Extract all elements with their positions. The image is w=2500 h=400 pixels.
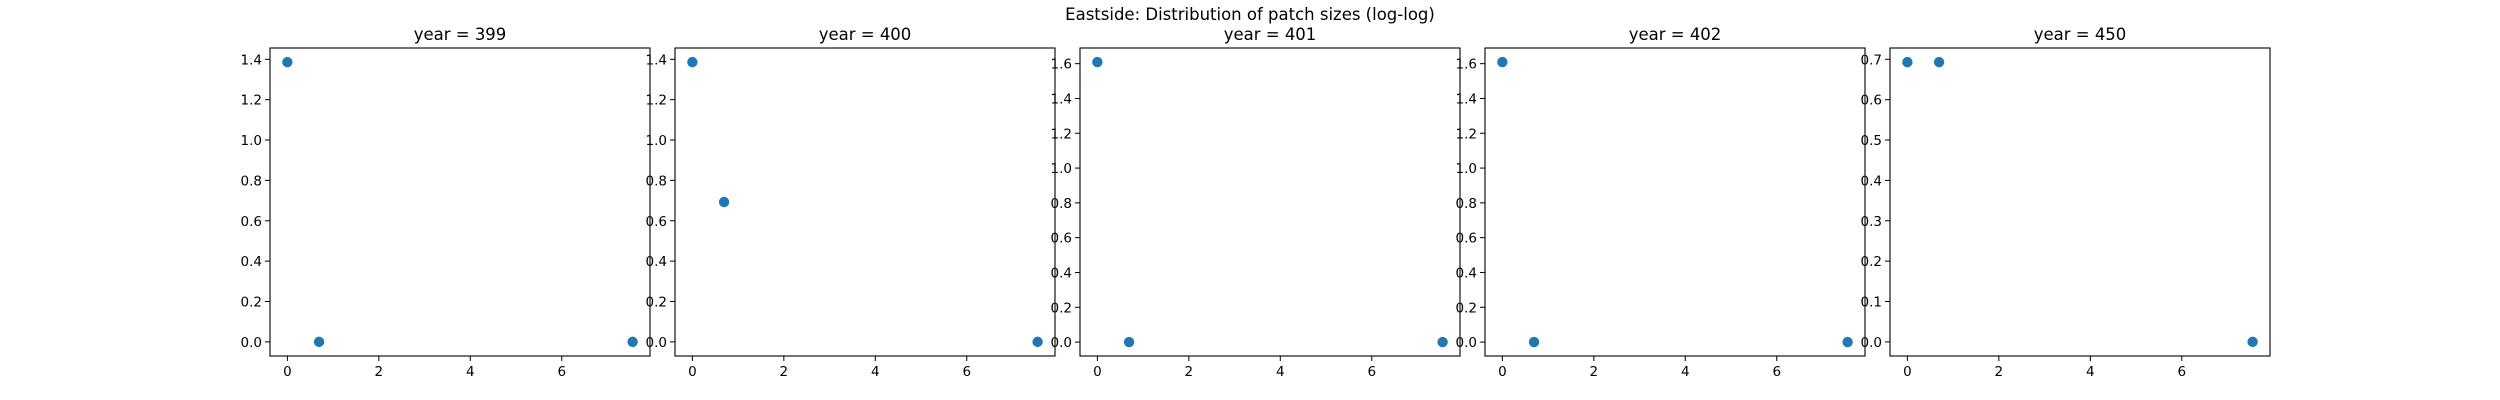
data-point <box>1437 336 1448 348</box>
x-tick-label: 2 <box>780 364 789 380</box>
panel-title: year = 401 <box>1224 25 1317 44</box>
data-point <box>687 56 698 68</box>
y-tick-label: 0.0 <box>1861 335 1882 351</box>
x-tick-label: 6 <box>1367 364 1376 380</box>
y-tick-label: 1.2 <box>1051 126 1072 142</box>
y-tick-label: 0.4 <box>646 254 667 270</box>
y-tick-label: 0.6 <box>1051 231 1072 247</box>
data-point <box>282 56 293 68</box>
panel-title: year = 402 <box>1629 25 1722 44</box>
axes-frame <box>674 47 1056 357</box>
y-tick-label: 1.4 <box>1051 91 1072 107</box>
data-point <box>2247 336 2258 348</box>
y-tick-label: 0.6 <box>1456 231 1477 247</box>
y-tick-label: 1.2 <box>241 93 262 109</box>
x-tick-label: 0 <box>688 364 697 380</box>
axes-frame <box>1484 47 1866 357</box>
y-tick-label: 0.4 <box>1861 173 1882 189</box>
x-tick-label: 4 <box>1681 364 1690 380</box>
y-tick-label: 0.2 <box>1051 300 1072 316</box>
panel-4: year = 402 0 2 4 6 0.0 0.2 0.4 0.6 0.8 1.0 1.2 1.4 1.… <box>1456 25 1866 380</box>
x-tick-label: 4 <box>1276 364 1285 380</box>
x-tick-label: 2 <box>1995 364 2004 380</box>
y-tick-label: 0.6 <box>241 214 262 230</box>
y-tick-label: 1.0 <box>1456 161 1477 177</box>
y-tick-label: 0.2 <box>1456 300 1477 316</box>
y-tick-label: 0.7 <box>1861 52 1882 68</box>
y-tick-label: 0.0 <box>1051 335 1072 351</box>
y-tick-label: 0.8 <box>646 173 667 189</box>
panel-5: year = 450 0 2 4 6 0.0 0.1 0.2 0.3 0.4 0.5 0.6 0.7 <box>1861 25 2271 380</box>
x-tick-label: 6 <box>1772 364 1781 380</box>
x-tick-label: 0 <box>1093 364 1102 380</box>
y-tick-label: 1.6 <box>1456 57 1477 73</box>
x-tick-label: 4 <box>2086 364 2095 380</box>
y-tick-label: 0.8 <box>1051 196 1072 212</box>
x-tick-label: 4 <box>466 364 475 380</box>
data-point <box>1032 336 1043 348</box>
y-tick-label: 0.1 <box>1861 295 1882 311</box>
y-tick-label: 0.2 <box>1861 254 1882 270</box>
y-tick-label: 1.6 <box>1051 57 1072 73</box>
data-point <box>313 336 325 348</box>
y-tick-label: 0.6 <box>646 214 667 230</box>
y-tick-label: 1.4 <box>1456 91 1477 107</box>
panel-title: year = 399 <box>414 25 507 44</box>
x-tick-label: 6 <box>2177 364 2186 380</box>
data-point <box>1842 336 1853 348</box>
x-tick-label: 4 <box>871 364 880 380</box>
axes-frame <box>1889 47 2271 357</box>
y-tick-label: 0.2 <box>646 295 667 311</box>
y-tick-label: 0.8 <box>1456 196 1477 212</box>
x-tick-label: 6 <box>962 364 971 380</box>
data-point <box>1092 56 1103 68</box>
y-tick-label: 1.0 <box>1051 161 1072 177</box>
y-tick-label: 1.2 <box>646 93 667 109</box>
panel-2: year = 400 0 2 4 6 0.0 0.2 0.4 0.6 0.8 1.0 1.2 1.4 <box>646 25 1056 380</box>
x-tick-label: 0 <box>283 364 292 380</box>
x-tick-label: 2 <box>1185 364 1194 380</box>
data-point <box>718 196 730 208</box>
x-tick-label: 6 <box>557 364 566 380</box>
panel-title: year = 450 <box>2034 25 2127 44</box>
y-tick-label: 0.3 <box>1861 214 1882 230</box>
y-tick-label: 0.0 <box>1456 335 1477 351</box>
data-point <box>1528 336 1540 348</box>
y-tick-label: 0.2 <box>241 295 262 311</box>
data-point <box>1497 56 1508 68</box>
figure-suptitle: Eastside: Distribution of patch sizes (l… <box>1065 5 1435 24</box>
y-tick-label: 0.5 <box>1861 133 1882 149</box>
data-point <box>1933 56 1945 68</box>
data-point <box>1123 336 1135 348</box>
panel-3: year = 401 0 2 4 6 0.0 0.2 0.4 0.6 0.8 1.0 1.2 1.4 1.… <box>1051 25 1461 380</box>
x-tick-label: 0 <box>1498 364 1507 380</box>
y-tick-label: 0.8 <box>241 173 262 189</box>
axes-frame <box>269 47 651 357</box>
y-tick-label: 0.4 <box>241 254 262 270</box>
y-tick-label: 1.0 <box>646 133 667 149</box>
y-tick-label: 0.0 <box>241 335 262 351</box>
y-tick-label: 0.4 <box>1456 265 1477 281</box>
data-point <box>627 336 638 348</box>
x-tick-label: 2 <box>1590 364 1599 380</box>
y-tick-label: 1.4 <box>646 52 667 68</box>
panel-title: year = 400 <box>819 25 912 44</box>
x-tick-label: 0 <box>1903 364 1912 380</box>
y-tick-label: 0.6 <box>1861 93 1882 109</box>
y-tick-label: 1.0 <box>241 133 262 149</box>
panel-1: year = 399 0 2 4 6 0.0 0.2 0.4 0.6 0.8 1.0 1.2 1.4 <box>241 25 651 380</box>
axes-frame <box>1079 47 1461 357</box>
y-tick-label: 1.4 <box>241 52 262 68</box>
y-tick-label: 0.0 <box>646 335 667 351</box>
x-tick-label: 2 <box>375 364 384 380</box>
data-point <box>1902 56 1913 68</box>
y-tick-label: 0.4 <box>1051 265 1072 281</box>
y-tick-label: 1.2 <box>1456 126 1477 142</box>
